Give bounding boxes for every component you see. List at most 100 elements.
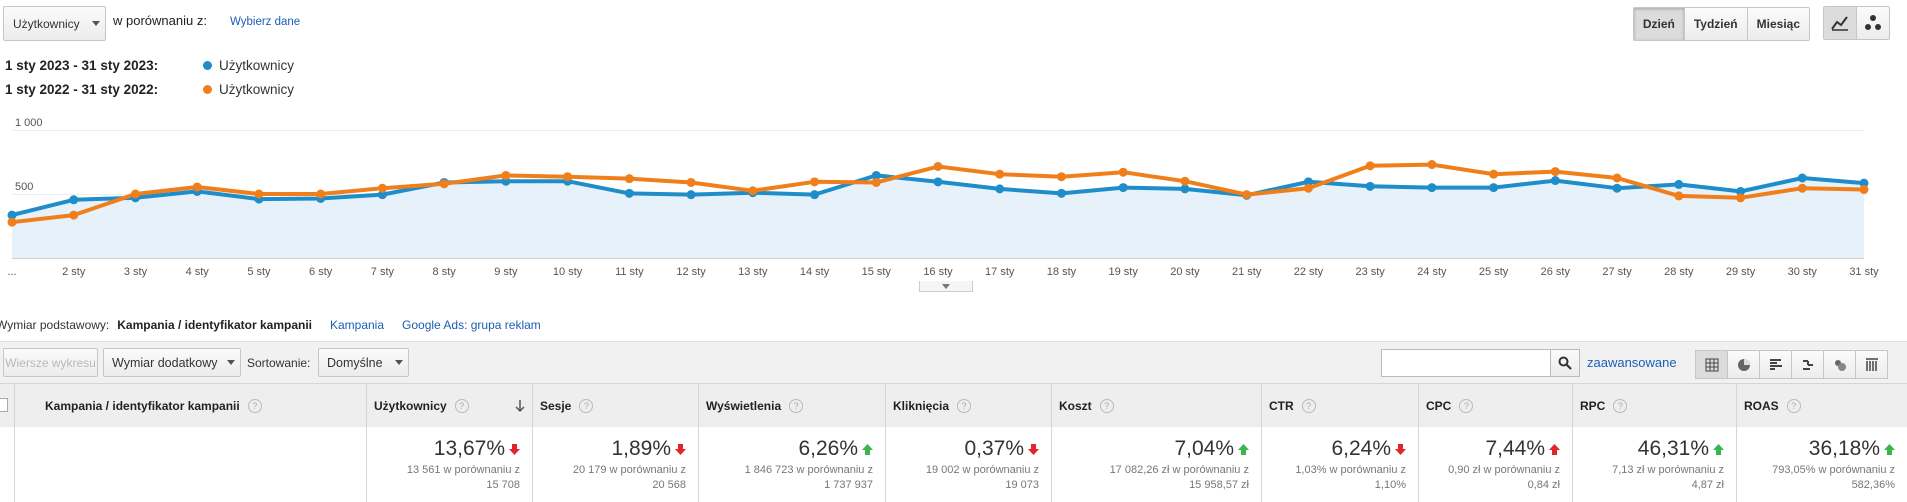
data-point-previous[interactable] xyxy=(563,172,573,182)
col-cost-header[interactable]: Koszt? xyxy=(1051,384,1261,427)
data-point-previous[interactable] xyxy=(1056,172,1066,182)
data-point-current[interactable] xyxy=(1797,173,1807,183)
data-point-previous[interactable] xyxy=(1612,173,1622,183)
chart-collapse-handle[interactable] xyxy=(919,281,973,292)
sort-select[interactable]: Domyślne xyxy=(318,348,409,377)
data-point-current[interactable] xyxy=(933,177,943,187)
col-sessions-header[interactable]: Sesje? xyxy=(532,384,698,427)
data-point-current[interactable] xyxy=(1674,179,1684,189)
help-icon[interactable]: ? xyxy=(1099,398,1114,413)
data-point-current[interactable] xyxy=(871,170,881,180)
data-point-current[interactable] xyxy=(1118,183,1128,193)
secondary-dimension-select[interactable]: Wymiar dodatkowy xyxy=(103,348,241,377)
data-point-previous[interactable] xyxy=(1242,190,1252,200)
data-point-current[interactable] xyxy=(624,188,634,198)
line-chart-icon[interactable] xyxy=(1824,7,1856,39)
data-point-previous[interactable] xyxy=(316,189,326,199)
data-point-previous[interactable] xyxy=(624,174,634,184)
data-point-previous[interactable] xyxy=(1365,161,1375,171)
dimension-option-adgroup[interactable]: Google Ads: grupa reklam xyxy=(402,318,541,332)
data-point-current[interactable] xyxy=(995,184,1005,194)
data-point-current[interactable] xyxy=(1303,177,1313,187)
data-point-current[interactable] xyxy=(1859,178,1869,188)
data-point-current[interactable] xyxy=(810,190,820,200)
col-impressions-header[interactable]: Wyświetlenia? xyxy=(698,384,885,427)
data-point-previous[interactable] xyxy=(1736,193,1746,203)
motion-chart-icon[interactable] xyxy=(1856,7,1889,39)
data-point-previous[interactable] xyxy=(1859,185,1869,195)
period-month-button[interactable]: Miesiąc xyxy=(1746,8,1809,40)
data-point-current[interactable] xyxy=(1489,183,1499,193)
search-input[interactable] xyxy=(1382,350,1550,374)
data-point-current[interactable] xyxy=(1612,183,1622,193)
choose-data-link[interactable]: Wybierz dane xyxy=(230,16,301,28)
data-point-previous[interactable] xyxy=(377,183,387,193)
data-point-previous[interactable] xyxy=(1550,167,1560,177)
data-point-previous[interactable] xyxy=(69,210,79,220)
search-button[interactable] xyxy=(1550,350,1579,376)
data-point-current[interactable] xyxy=(1427,183,1437,193)
term-cloud-view-icon[interactable] xyxy=(1823,351,1855,378)
help-icon[interactable]: ? xyxy=(789,398,804,413)
plot-rows-button[interactable]: Wiersze wykresu xyxy=(3,348,98,377)
data-point-previous[interactable] xyxy=(7,217,17,227)
select-all-checkbox[interactable] xyxy=(0,398,8,412)
pie-view-icon[interactable] xyxy=(1727,351,1759,378)
data-point-previous[interactable] xyxy=(871,177,881,187)
data-point-previous[interactable] xyxy=(1427,160,1437,170)
col-ctr-header[interactable]: CTR? xyxy=(1261,384,1418,427)
advanced-filter-link[interactable]: zaawansowane xyxy=(1587,355,1677,370)
col-clicks-header[interactable]: Kliknięcia? xyxy=(885,384,1051,427)
col-users-header[interactable]: Użytkownicy? xyxy=(366,384,532,427)
data-point-previous[interactable] xyxy=(1489,169,1499,179)
help-icon[interactable]: ? xyxy=(579,398,594,413)
col-roas-header[interactable]: ROAS? xyxy=(1736,384,1907,427)
summary-compare-value: 19 073 xyxy=(1005,479,1039,491)
data-point-current[interactable] xyxy=(7,210,17,220)
data-point-current[interactable] xyxy=(1550,176,1560,186)
data-point-previous[interactable] xyxy=(995,169,1005,179)
period-day-button[interactable]: Dzień xyxy=(1633,8,1684,40)
data-point-previous[interactable] xyxy=(439,179,449,189)
legend-previous-series[interactable]: Użytkownicy xyxy=(203,82,294,97)
col-rpc-header[interactable]: RPC? xyxy=(1572,384,1736,427)
help-icon[interactable]: ? xyxy=(1301,398,1316,413)
data-point-previous[interactable] xyxy=(1180,176,1190,186)
help-icon[interactable]: ? xyxy=(454,398,469,413)
comparison-view-icon[interactable] xyxy=(1791,351,1823,378)
data-point-current[interactable] xyxy=(1736,186,1746,196)
data-point-previous[interactable] xyxy=(192,182,202,192)
data-point-current[interactable] xyxy=(1056,188,1066,198)
data-point-previous[interactable] xyxy=(933,161,943,171)
data-point-previous[interactable] xyxy=(1118,167,1128,177)
data-point-previous[interactable] xyxy=(254,189,264,199)
help-icon[interactable]: ? xyxy=(247,398,262,413)
help-icon[interactable]: ? xyxy=(1786,398,1801,413)
pivot-view-icon[interactable] xyxy=(1855,351,1887,378)
data-point-previous[interactable] xyxy=(1303,183,1313,193)
data-point-current[interactable] xyxy=(377,190,387,200)
data-point-previous[interactable] xyxy=(1797,183,1807,193)
data-point-previous[interactable] xyxy=(1674,191,1684,201)
table-view-icon[interactable] xyxy=(1696,351,1727,378)
data-point-previous[interactable] xyxy=(810,177,820,187)
help-icon[interactable]: ? xyxy=(1613,398,1628,413)
data-point-current[interactable] xyxy=(1180,184,1190,194)
help-icon[interactable]: ? xyxy=(957,398,972,413)
col-cpc-header[interactable]: CPC? xyxy=(1418,384,1572,427)
metric-select[interactable]: Użytkownicy xyxy=(3,6,106,41)
legend-current-series[interactable]: Użytkownicy xyxy=(203,58,294,73)
period-week-button[interactable]: Tydzień xyxy=(1683,8,1747,40)
data-point-current[interactable] xyxy=(1365,181,1375,191)
dimension-column-header[interactable]: Kampania / identyfikator kampanii ? xyxy=(14,384,366,427)
data-point-previous[interactable] xyxy=(686,177,696,187)
data-point-current[interactable] xyxy=(69,195,79,205)
data-point-previous[interactable] xyxy=(501,170,511,180)
dimension-option-campaign[interactable]: Kampania xyxy=(329,318,385,332)
data-point-current[interactable] xyxy=(686,190,696,200)
data-point-previous[interactable] xyxy=(130,189,140,199)
bar-view-icon[interactable] xyxy=(1759,351,1791,378)
data-point-previous[interactable] xyxy=(748,186,758,196)
summary-dimension-cell xyxy=(14,427,366,502)
help-icon[interactable]: ? xyxy=(1459,398,1474,413)
